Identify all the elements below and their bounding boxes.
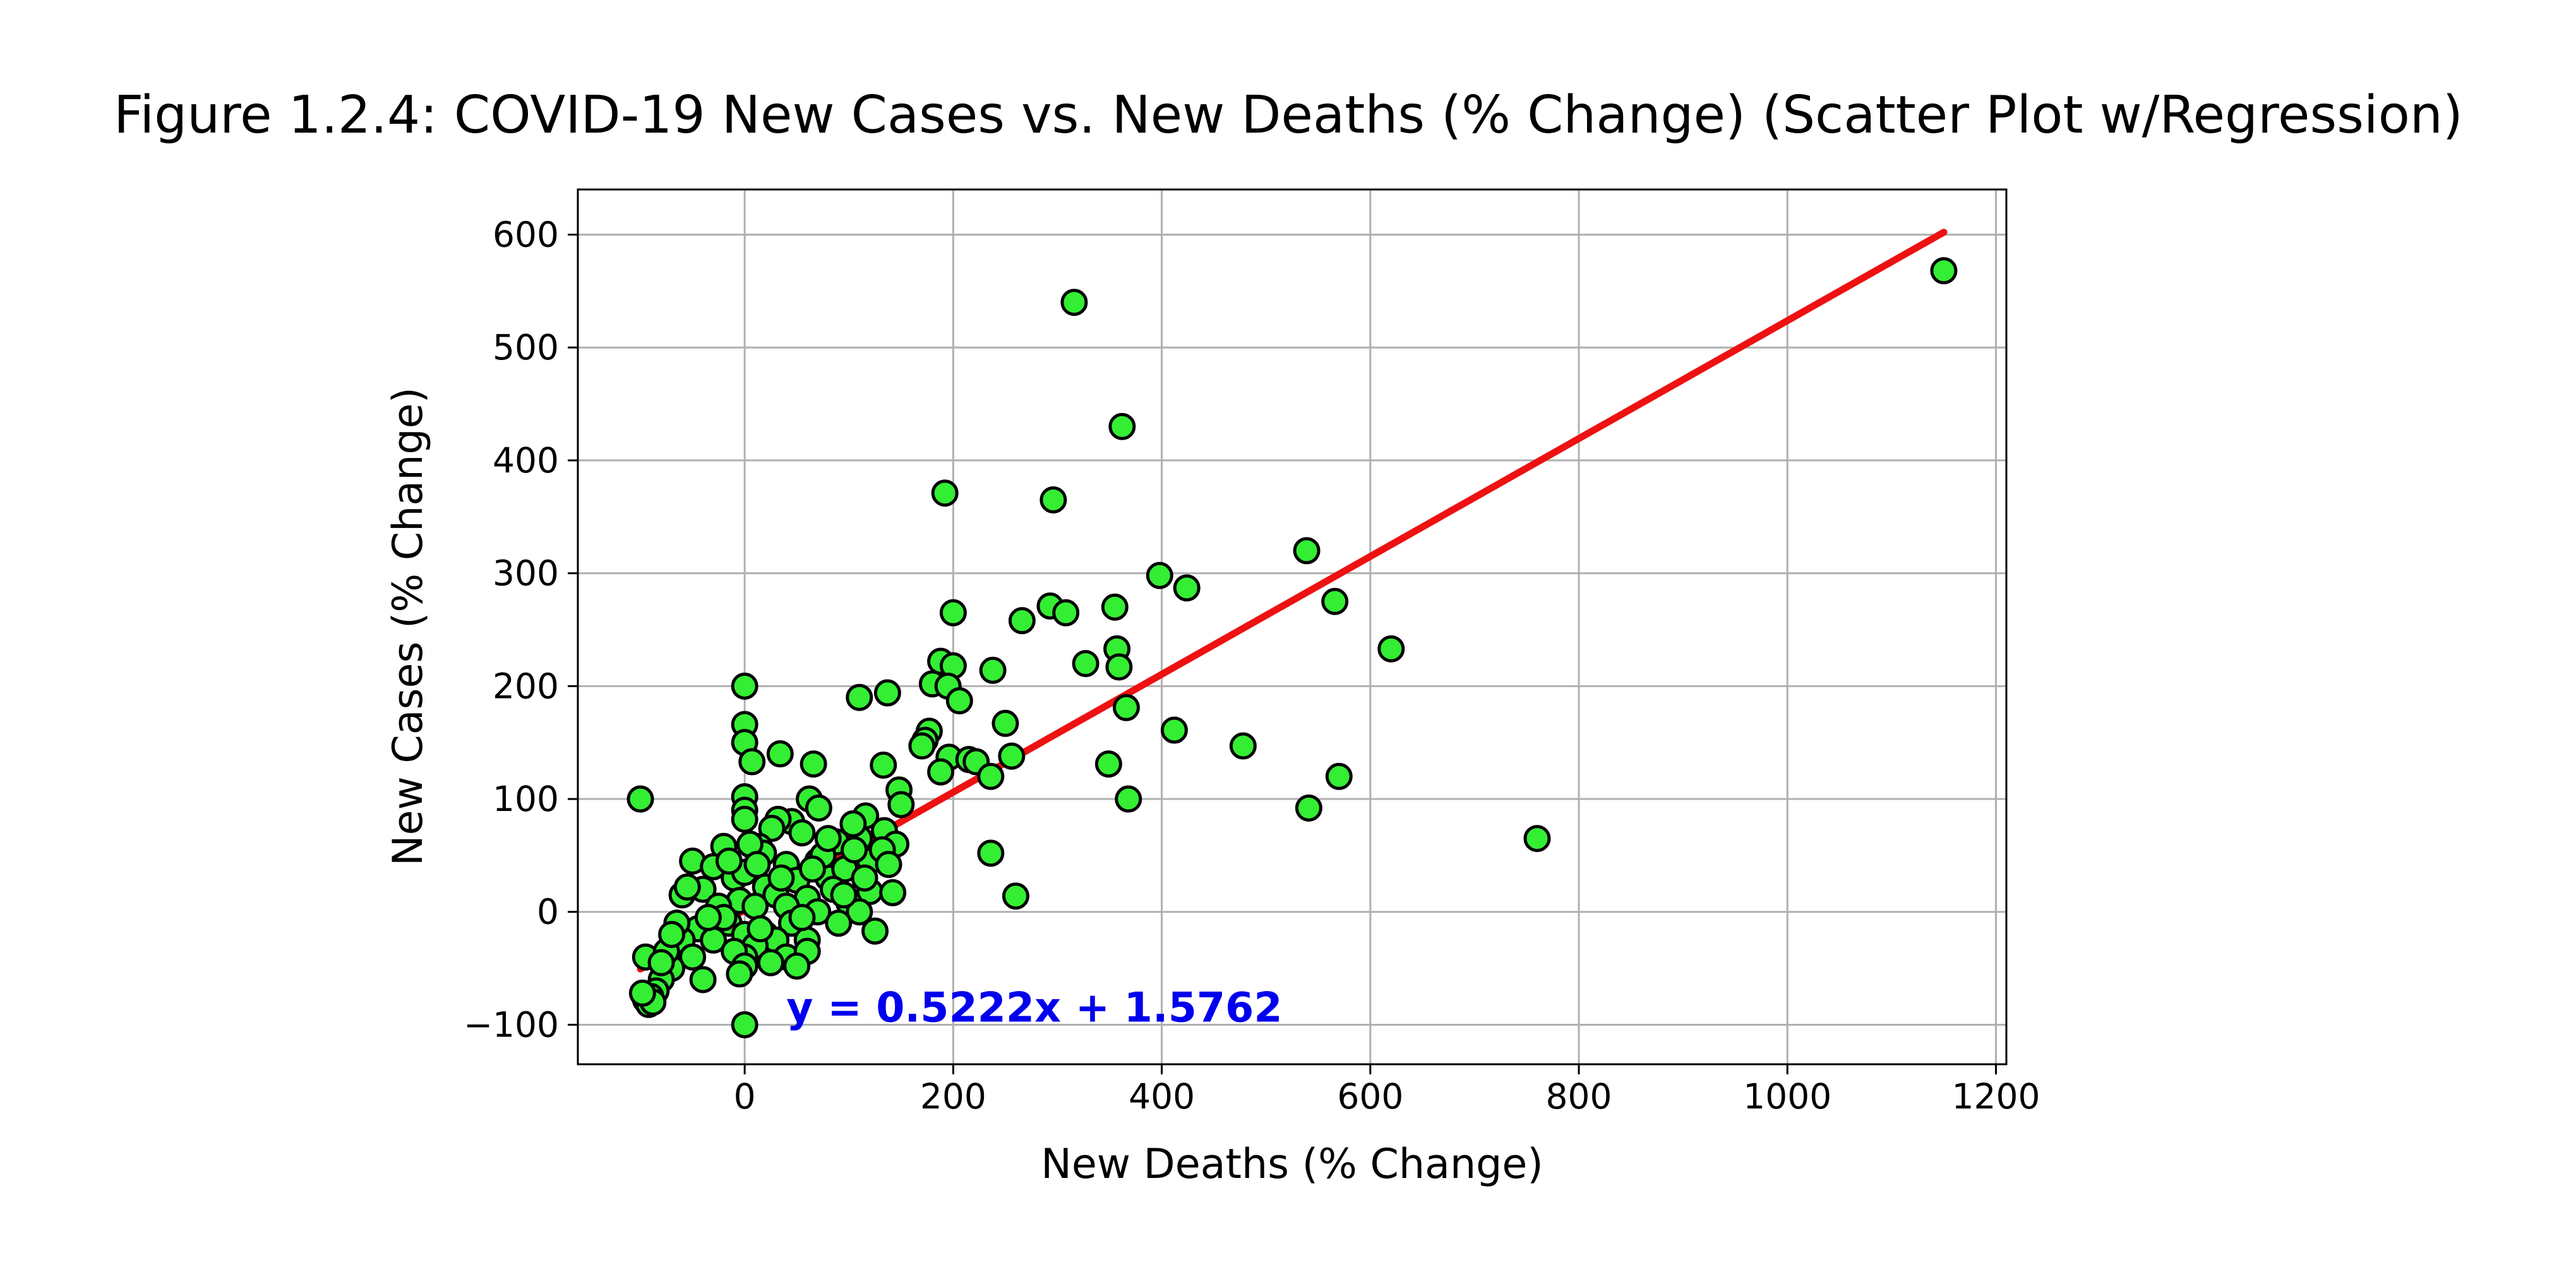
scatter-point	[841, 836, 868, 863]
scatter-point	[979, 656, 1007, 684]
scatter-point	[1160, 716, 1188, 744]
scatter-point	[887, 791, 915, 819]
x-tick-label: 200	[920, 1076, 986, 1117]
x-tick-label: 800	[1546, 1076, 1612, 1117]
scatter-point	[788, 819, 816, 847]
scatter-point	[870, 751, 897, 779]
scatter-point	[731, 805, 758, 833]
scatter-point	[689, 966, 717, 994]
scatter-point	[851, 864, 878, 892]
scatter-point	[879, 879, 907, 906]
scatter-point	[1523, 825, 1551, 853]
scatter-point	[746, 915, 774, 943]
scatter-point	[945, 687, 973, 715]
regression-equation: y = 0.5222x + 1.5762	[786, 985, 1282, 1032]
scatter-point	[658, 920, 686, 948]
scatter-point	[767, 864, 795, 892]
scatter-point	[1325, 762, 1353, 790]
scatter-point	[1293, 537, 1321, 565]
scatter-point	[830, 881, 858, 909]
scatter-point	[741, 892, 769, 920]
y-tick-label: 300	[493, 553, 559, 594]
scatter-point	[726, 960, 753, 988]
y-axis-ticks: −100 0 100 200 300 400 500 600	[464, 214, 578, 1045]
scatter-point	[731, 1011, 758, 1038]
scatter-point	[908, 732, 936, 760]
scatter-point	[846, 683, 873, 711]
scatter-point	[628, 979, 656, 1007]
scatter-point	[1094, 750, 1122, 778]
x-axis-label: New Deaths (% Change)	[1041, 1141, 1543, 1188]
scatter-point	[673, 873, 701, 901]
scatter-point	[1321, 587, 1349, 615]
scatter-point	[875, 851, 902, 879]
scatter-point	[1060, 289, 1088, 316]
scatter-point	[1112, 694, 1140, 721]
y-axis-label: New Cases (% Change)	[385, 387, 432, 866]
scatter-point	[998, 742, 1026, 770]
y-tick-label: −100	[464, 1004, 559, 1045]
scatter-point	[679, 943, 707, 971]
x-tick-label: 0	[734, 1076, 756, 1117]
scatter-point	[766, 740, 794, 768]
y-tick-label: 100	[493, 779, 559, 819]
scatter-point	[977, 762, 1005, 790]
scatter-point	[715, 847, 743, 875]
scatter-point	[1002, 882, 1029, 910]
scatter-point	[1146, 561, 1173, 589]
x-tick-label: 600	[1337, 1076, 1403, 1117]
x-tick-label: 400	[1129, 1076, 1195, 1117]
x-tick-label: 1200	[1951, 1076, 2040, 1117]
y-tick-label: 500	[493, 327, 559, 368]
scatter-point	[825, 910, 853, 937]
scatter-point	[1039, 486, 1067, 513]
scatter-point	[798, 855, 826, 883]
scatter-point	[626, 785, 654, 813]
scatter-point	[1377, 635, 1405, 663]
scatter-point	[1008, 607, 1036, 635]
y-tick-label: 200	[493, 666, 559, 706]
scatter-point	[783, 952, 811, 980]
y-tick-label: 400	[493, 440, 559, 481]
scatter-point	[1115, 785, 1142, 813]
scatter-point	[1108, 412, 1136, 440]
scatter-point	[757, 949, 784, 976]
scatter-point	[939, 599, 967, 627]
scatter-point	[1101, 593, 1129, 621]
scatter-point	[861, 917, 889, 945]
scatter-point	[731, 672, 758, 700]
y-tick-label: 0	[537, 892, 559, 932]
data-points	[626, 257, 1958, 1038]
scatter-point	[931, 479, 959, 507]
scatter-point	[1052, 599, 1080, 627]
scatter-point	[814, 825, 842, 853]
scatter-point	[738, 748, 766, 776]
scatter-point	[788, 904, 816, 932]
scatter-point	[927, 758, 955, 786]
scatter-point	[758, 814, 786, 842]
scatter-point	[977, 839, 1005, 867]
scatter-point	[1229, 732, 1257, 760]
scatter-point	[991, 709, 1019, 737]
scatter-point	[1105, 653, 1133, 681]
scatter-point	[839, 810, 867, 838]
scatter-point	[647, 949, 675, 976]
scatter-point	[694, 904, 722, 932]
scatter-point	[1072, 650, 1099, 678]
scatter-point	[800, 750, 827, 778]
scatter-point	[1930, 257, 1958, 285]
scatter-point	[1173, 574, 1201, 602]
y-tick-label: 600	[493, 214, 559, 255]
x-tick-label: 1000	[1743, 1076, 1831, 1117]
scatter-point	[846, 898, 873, 926]
scatter-point	[873, 679, 901, 707]
chart-title: Figure 1.2.4: COVID-19 New Cases vs. New…	[114, 85, 2463, 145]
x-axis-ticks: 0 200 400 600 800 1000 1200	[734, 1064, 2040, 1117]
scatter-point	[1295, 794, 1322, 822]
scatter-point	[743, 851, 771, 879]
plot-frame	[577, 188, 2008, 1066]
scatter-point	[805, 794, 832, 822]
